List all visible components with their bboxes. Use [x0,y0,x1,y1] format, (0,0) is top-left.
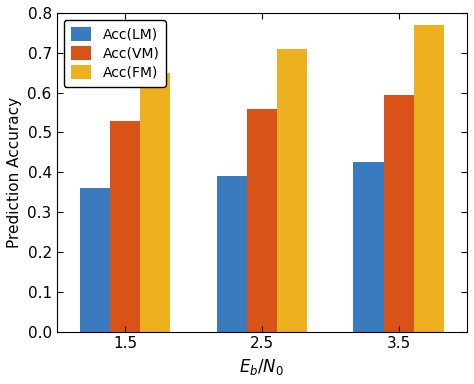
Y-axis label: Prediction Accuracy: Prediction Accuracy [7,97,22,248]
Bar [217,176,247,332]
Bar [383,94,414,332]
Bar [354,162,383,332]
Bar [247,109,277,332]
Bar [110,121,140,332]
Bar [80,188,110,332]
X-axis label: $E_b/N_0$: $E_b/N_0$ [239,357,284,377]
Legend: Acc(LM), Acc(VM), Acc(FM): Acc(LM), Acc(VM), Acc(FM) [64,20,166,86]
Bar [277,49,307,332]
Bar [140,73,170,332]
Bar [414,25,444,332]
